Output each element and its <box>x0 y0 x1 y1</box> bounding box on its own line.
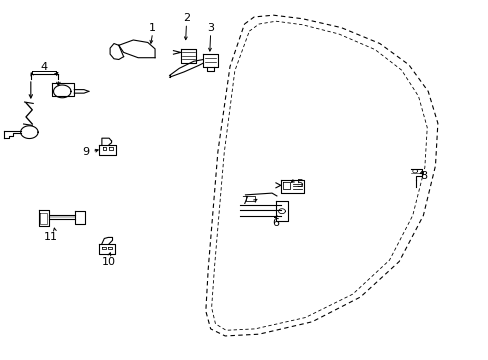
Text: 8: 8 <box>419 171 426 181</box>
Text: 11: 11 <box>44 232 58 242</box>
Text: 3: 3 <box>207 23 214 33</box>
Text: 6: 6 <box>272 217 279 228</box>
Text: 2: 2 <box>183 13 190 23</box>
Text: 7: 7 <box>241 196 247 206</box>
Text: 9: 9 <box>82 147 89 157</box>
Text: 4: 4 <box>40 62 47 72</box>
Text: 1: 1 <box>149 23 156 33</box>
Text: 5: 5 <box>296 179 303 189</box>
Text: 10: 10 <box>102 257 116 266</box>
